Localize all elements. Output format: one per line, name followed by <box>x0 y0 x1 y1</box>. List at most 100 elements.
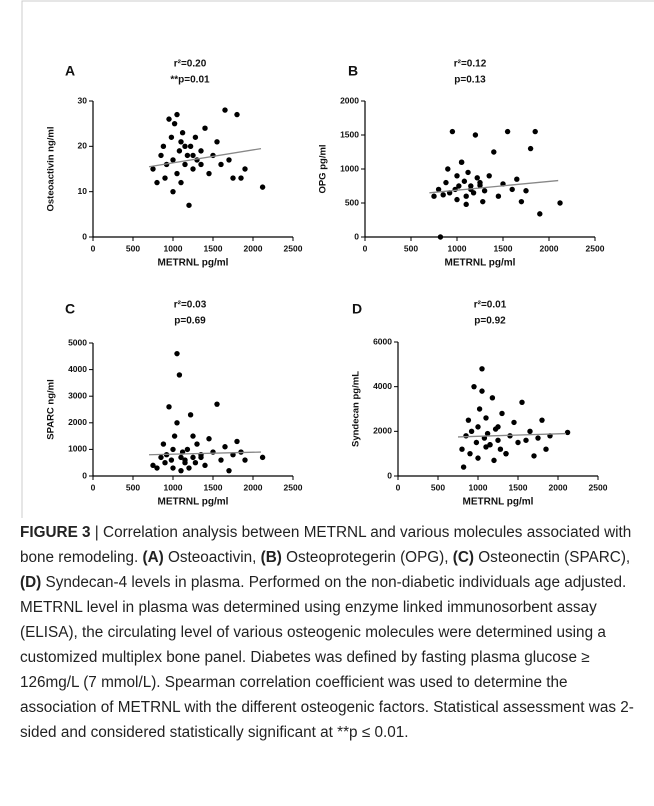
point <box>182 161 188 168</box>
point <box>480 198 486 205</box>
y-tick-label: 0 <box>354 231 359 241</box>
panel-label: D <box>352 301 362 317</box>
point <box>234 111 240 118</box>
point <box>532 128 538 135</box>
point <box>178 467 184 474</box>
annotation: p=0.69 <box>174 316 206 327</box>
point <box>170 446 176 453</box>
point <box>158 152 164 159</box>
x-tick-label: 2500 <box>586 243 605 253</box>
point <box>523 188 529 194</box>
x-tick-label: 2500 <box>284 482 303 492</box>
point <box>514 176 520 182</box>
x-axis-label: METRNL pg/ml <box>158 258 229 269</box>
point <box>170 188 176 195</box>
x-tick-label: 500 <box>431 482 445 492</box>
x-tick-label: 0 <box>91 243 96 253</box>
caption-text: Osteoactivin, <box>163 549 261 566</box>
point <box>531 453 537 459</box>
x-tick-label: 0 <box>396 482 401 492</box>
point <box>259 184 266 190</box>
point <box>435 186 442 193</box>
y-tick-label: 10 <box>78 186 88 196</box>
point <box>238 175 244 181</box>
point <box>222 107 228 113</box>
point <box>515 439 521 446</box>
y-tick-label: 500 <box>345 197 359 207</box>
point <box>539 417 545 423</box>
point <box>168 134 175 140</box>
x-axis-label: METRNL pg/ml <box>445 258 516 269</box>
trend-line <box>148 451 262 456</box>
point <box>431 193 437 199</box>
annotation: r²=0.20 <box>174 59 207 70</box>
y-axis-label: Osteoactivin ng/ml <box>46 127 57 212</box>
point <box>184 152 191 159</box>
x-tick-label: 1000 <box>448 243 467 253</box>
point <box>483 444 489 450</box>
point <box>186 202 192 208</box>
caption-bold: (C) <box>452 549 475 566</box>
point <box>465 417 472 423</box>
trend-line <box>429 179 559 194</box>
point <box>503 450 509 457</box>
point <box>194 441 200 447</box>
x-tick-label: 500 <box>126 243 140 253</box>
y-tick-label: 4000 <box>68 364 87 374</box>
x-axis-label: METRNL pg/ml <box>463 497 534 508</box>
caption-bold: FIGURE 3 <box>20 524 91 541</box>
point <box>497 446 504 452</box>
x-tick-label: 2500 <box>284 243 303 253</box>
x-tick-label: 2500 <box>589 482 608 492</box>
annotation: r²=0.03 <box>174 300 207 311</box>
point <box>463 433 469 439</box>
point <box>491 149 497 155</box>
point <box>475 455 481 461</box>
x-tick-label: 2000 <box>244 243 263 253</box>
point <box>190 454 196 461</box>
trend-line <box>457 432 567 438</box>
y-axis-label: Syndecan pg/mL <box>351 371 362 447</box>
point <box>171 120 178 127</box>
point <box>218 161 224 168</box>
point <box>543 446 549 452</box>
x-tick-label: 1000 <box>469 482 488 492</box>
caption-text: Osteonectin (SPARC), <box>474 549 631 566</box>
y-tick-label: 0 <box>82 231 87 241</box>
point <box>192 460 199 466</box>
point <box>537 211 543 217</box>
point <box>179 130 186 136</box>
point <box>234 438 240 445</box>
point <box>443 179 449 186</box>
point <box>454 196 460 203</box>
y-tick-label: 30 <box>78 95 88 105</box>
point <box>150 166 156 172</box>
x-tick-label: 1500 <box>204 243 223 253</box>
y-tick-label: 1500 <box>340 129 359 139</box>
point <box>259 454 266 461</box>
annotation: r²=0.01 <box>474 300 507 311</box>
point <box>174 350 180 357</box>
point <box>218 457 224 463</box>
figure-frame <box>21 0 654 518</box>
point <box>162 175 168 181</box>
point <box>174 111 180 118</box>
y-tick-label: 6000 <box>373 336 392 346</box>
y-axis-label: OPG pg/ml <box>318 144 329 193</box>
point <box>186 465 192 471</box>
point <box>527 428 533 435</box>
point <box>499 410 505 417</box>
point <box>170 465 176 471</box>
point <box>166 116 172 122</box>
point <box>484 430 491 437</box>
y-tick-label: 5000 <box>68 337 87 347</box>
caption-bold: (A) <box>142 549 164 566</box>
x-tick-label: 1000 <box>164 482 183 492</box>
point <box>483 415 489 421</box>
point <box>168 457 175 463</box>
point <box>230 175 236 181</box>
x-axis-label: METRNL pg/ml <box>158 497 229 508</box>
point <box>170 157 176 163</box>
caption-text: Osteoprotegerin (OPG), <box>281 549 453 566</box>
point <box>214 139 220 145</box>
